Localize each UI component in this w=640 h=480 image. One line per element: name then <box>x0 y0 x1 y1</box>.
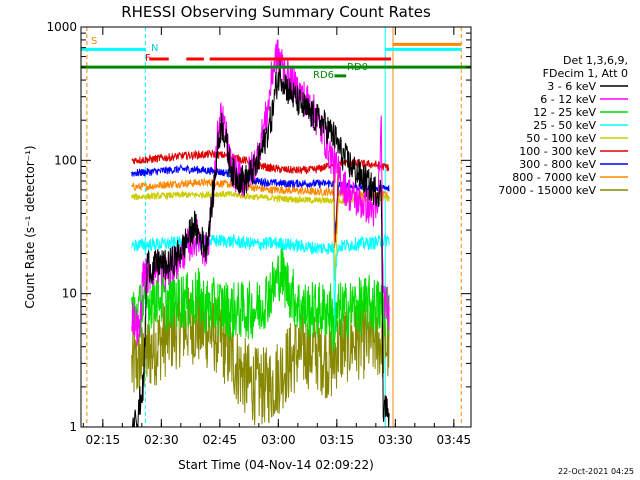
x-tick-label-03-15: 03:15 <box>320 433 355 447</box>
series-line-3-6-kev <box>131 60 390 428</box>
attenuator-flag-label: RD0 <box>347 62 368 73</box>
decimation-flag-label: RD6 <box>313 70 334 81</box>
legend-header-decimation: FDecim 1, Att 0 <box>543 67 628 80</box>
legend-label-50-100-kev: 50 - 100 keV <box>526 132 596 145</box>
legend-label-25-50-kev: 25 - 50 keV <box>533 119 596 132</box>
y-axis-ticks: 1 10 100 1000 <box>46 20 471 434</box>
flare-flag-label: F <box>145 53 151 64</box>
x-tick-label-03-45: 03:45 <box>437 433 472 447</box>
x-axis-ticks: 02:15 02:30 02:45 03:00 03:15 03:30 03:45 <box>82 27 472 447</box>
y-axis-label: Count Rate (s⁻¹ detector⁻¹) <box>23 145 37 308</box>
saa-flag-label: S <box>91 36 97 47</box>
y-tick-label-1: 1 <box>69 420 77 434</box>
x-tick-label-02-30: 02:30 <box>144 433 179 447</box>
chart-title: RHESSI Observing Summary Count Rates <box>121 3 431 21</box>
legend-label-100-300-kev: 100 - 300 keV <box>519 145 596 158</box>
series-group <box>131 39 390 428</box>
legend-label-3-6-kev: 3 - 6 keV <box>547 80 596 93</box>
series-line-12-25-kev <box>131 248 390 352</box>
flag-vertical-lines <box>86 27 462 427</box>
legend-label-800-7000-kev: 800 - 7000 keV <box>512 171 596 184</box>
series-line-25-50-kev <box>131 233 390 336</box>
plot-frame <box>80 26 472 428</box>
x-axis-label: Start Time (04-Nov-14 02:09:22) <box>178 458 374 472</box>
legend: Det 1,3,6,9, FDecim 1, Att 0 3 - 6 keV6 … <box>498 54 628 197</box>
x-tick-label-02-15: 02:15 <box>86 433 121 447</box>
y-tick-label-100: 100 <box>54 153 77 167</box>
flag-bars <box>81 42 471 78</box>
legend-label-12-25-kev: 12 - 25 keV <box>533 106 596 119</box>
x-tick-label-02-45: 02:45 <box>203 433 238 447</box>
legend-header-detectors: Det 1,3,6,9, <box>563 54 628 67</box>
series-line-100-300-kev <box>131 148 390 248</box>
series-line-7000-15000-kev <box>131 287 390 426</box>
generated-timestamp: 22-Oct-2021 04:25 <box>558 467 634 476</box>
legend-label-300-800-kev: 300 - 800 keV <box>519 158 596 171</box>
x-tick-label-03-00: 03:00 <box>261 433 296 447</box>
legend-label-7000-15000-kev: 7000 - 15000 keV <box>498 184 596 197</box>
x-tick-label-03-30: 03:30 <box>378 433 413 447</box>
y-tick-label-10: 10 <box>62 287 77 301</box>
night-flag-label: N <box>151 43 158 54</box>
y-tick-label-1000: 1000 <box>46 20 77 34</box>
legend-label-6-12-kev: 6 - 12 keV <box>540 93 596 106</box>
